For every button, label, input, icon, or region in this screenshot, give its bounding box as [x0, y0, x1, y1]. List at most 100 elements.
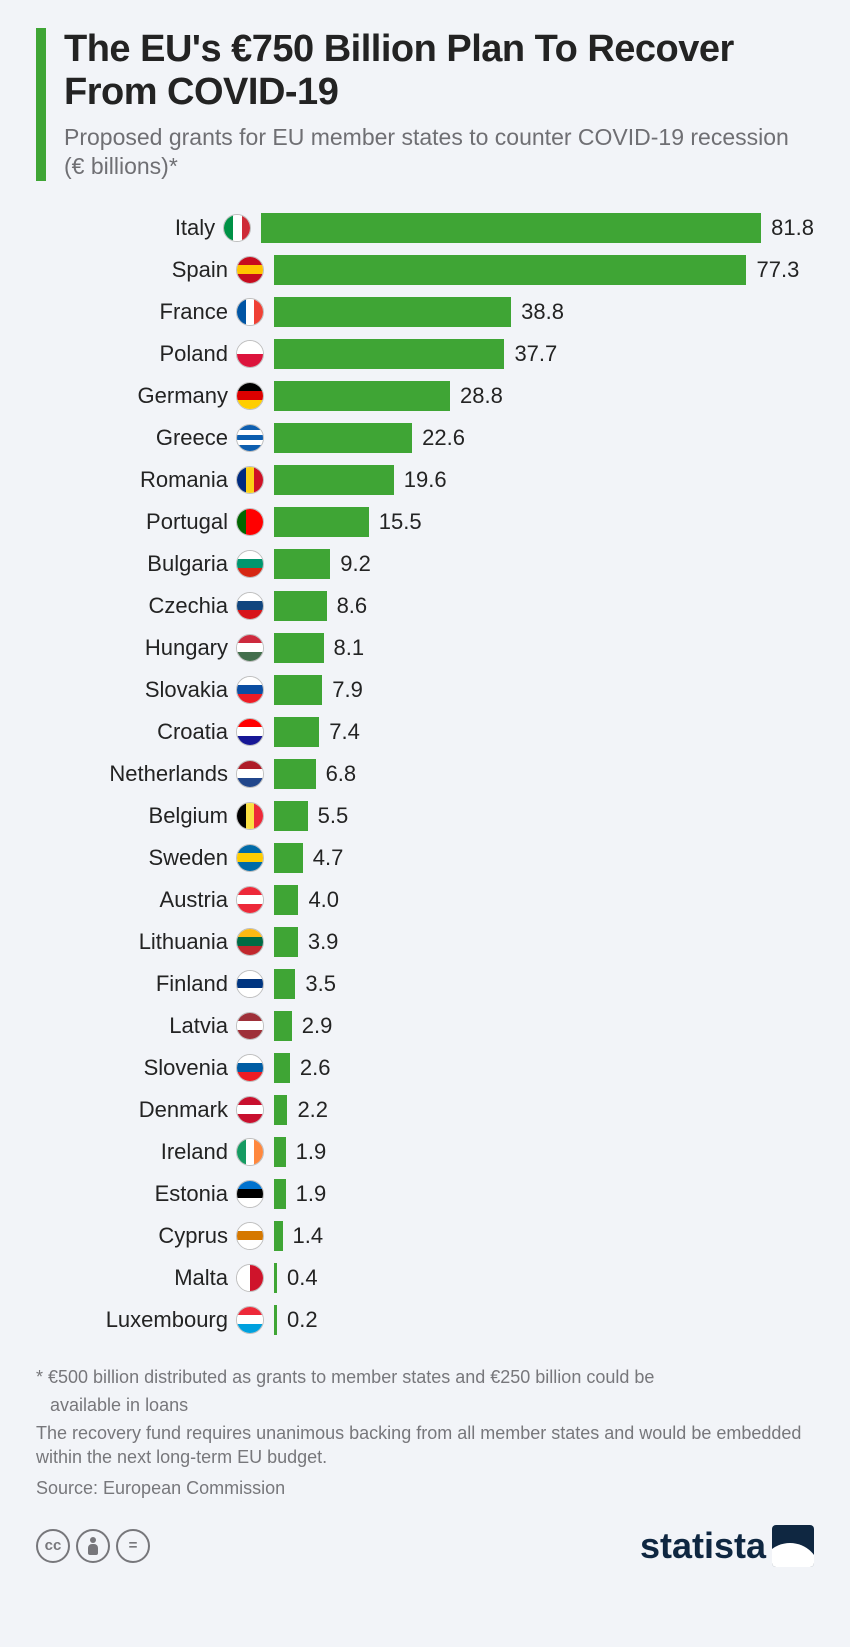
- bar-value: 2.6: [300, 1055, 331, 1081]
- country-label: Finland: [36, 971, 236, 997]
- bar-track: 2.2: [274, 1095, 814, 1125]
- bar-row: Slovakia7.9: [36, 669, 814, 711]
- country-label: Croatia: [36, 719, 236, 745]
- bar-value: 19.6: [404, 467, 447, 493]
- bar-row: Germany28.8: [36, 375, 814, 417]
- flag-icon: [236, 1012, 264, 1040]
- flag-icon: [236, 256, 264, 284]
- bar-value: 8.6: [337, 593, 368, 619]
- bar: [274, 717, 319, 747]
- bar: [274, 1179, 286, 1209]
- bar-value: 3.5: [305, 971, 336, 997]
- country-label: Hungary: [36, 635, 236, 661]
- bar-track: 2.9: [274, 1011, 814, 1041]
- country-label: Portugal: [36, 509, 236, 535]
- bar-track: 37.7: [274, 339, 814, 369]
- flag-icon: [236, 1138, 264, 1166]
- bar: [274, 1053, 290, 1083]
- flag-icon: [236, 1180, 264, 1208]
- brand-wave-icon: [772, 1525, 814, 1567]
- bar-track: 22.6: [274, 423, 814, 453]
- flag-icon: [236, 340, 264, 368]
- flag-icon: [236, 1096, 264, 1124]
- bar-row: Spain77.3: [36, 249, 814, 291]
- country-label: Romania: [36, 467, 236, 493]
- flag-icon: [236, 508, 264, 536]
- bar-value: 1.9: [296, 1181, 327, 1207]
- flag-icon: [236, 1306, 264, 1334]
- flag-icon: [236, 760, 264, 788]
- bar-value: 8.1: [334, 635, 365, 661]
- footnote-line-1: * €500 billion distributed as grants to …: [36, 1365, 814, 1389]
- bar: [274, 1221, 283, 1251]
- bar-row: Austria 4.0: [36, 879, 814, 921]
- cc-icon: cc: [36, 1529, 70, 1563]
- bar-row: France38.8: [36, 291, 814, 333]
- bar-value: 9.2: [340, 551, 371, 577]
- bar: [261, 213, 761, 243]
- bar-row: Hungary 8.1: [36, 627, 814, 669]
- bar: [274, 675, 322, 705]
- bar: [274, 381, 450, 411]
- flag-icon: [236, 466, 264, 494]
- chart-subtitle: Proposed grants for EU member states to …: [64, 123, 814, 181]
- country-label: Austria: [36, 887, 236, 913]
- bar: [274, 1137, 286, 1167]
- country-label: Malta: [36, 1265, 236, 1291]
- country-label: Sweden: [36, 845, 236, 871]
- bar-row: Finland 3.5: [36, 963, 814, 1005]
- bar-value: 4.7: [313, 845, 344, 871]
- bar-row: Denmark2.2: [36, 1089, 814, 1131]
- bar-track: 1.9: [274, 1179, 814, 1209]
- country-label: Poland: [36, 341, 236, 367]
- flag-icon: [236, 634, 264, 662]
- bar-value: 4.0: [308, 887, 339, 913]
- bar-value: 0.2: [287, 1307, 318, 1333]
- flag-icon: [236, 1264, 264, 1292]
- country-label: Greece: [36, 425, 236, 451]
- source-line: Source: European Commission: [36, 1478, 814, 1499]
- bar-row: Greece 22.6: [36, 417, 814, 459]
- country-label: Luxembourg: [36, 1307, 236, 1333]
- bar-row: Italy 81.8: [36, 207, 814, 249]
- bar-row: Ireland1.9: [36, 1131, 814, 1173]
- bar-track: 3.9: [274, 927, 814, 957]
- bar-row: Cyprus1.4: [36, 1215, 814, 1257]
- country-label: Latvia: [36, 1013, 236, 1039]
- flag-icon: [236, 298, 264, 326]
- bar-row: Slovenia2.6: [36, 1047, 814, 1089]
- country-label: Belgium: [36, 803, 236, 829]
- bar: [274, 1011, 292, 1041]
- country-label: Netherlands: [36, 761, 236, 787]
- bar-row: Czechia 8.6: [36, 585, 814, 627]
- country-label: Czechia: [36, 593, 236, 619]
- bar-track: 0.4: [274, 1263, 814, 1293]
- flag-icon: [236, 1054, 264, 1082]
- bar-track: 3.5: [274, 969, 814, 999]
- bar-value: 0.4: [287, 1265, 318, 1291]
- flag-icon: [236, 844, 264, 872]
- flag-icon: [236, 802, 264, 830]
- bar-value: 7.9: [332, 677, 363, 703]
- bar-track: 5.5: [274, 801, 814, 831]
- bar-value: 7.4: [329, 719, 360, 745]
- bar-track: 38.8: [274, 297, 814, 327]
- bar: [274, 507, 369, 537]
- bar: [274, 549, 330, 579]
- country-label: Lithuania: [36, 929, 236, 955]
- bar-track: 4.0: [274, 885, 814, 915]
- bar-value: 22.6: [422, 425, 465, 451]
- bar-value: 28.8: [460, 383, 503, 409]
- bar: [274, 339, 504, 369]
- bar-value: 81.8: [771, 215, 814, 241]
- bar-track: 81.8: [261, 213, 814, 243]
- footnote-line-2: available in loans: [36, 1393, 814, 1417]
- flag-icon: [236, 718, 264, 746]
- license-badges: cc =: [36, 1529, 150, 1563]
- footer: cc = statista: [36, 1525, 814, 1567]
- country-label: Italy: [36, 215, 223, 241]
- bar-track: 8.1: [274, 633, 814, 663]
- bar-track: 28.8: [274, 381, 814, 411]
- footnote-body: The recovery fund requires unanimous bac…: [36, 1421, 814, 1470]
- bar-track: 6.8: [274, 759, 814, 789]
